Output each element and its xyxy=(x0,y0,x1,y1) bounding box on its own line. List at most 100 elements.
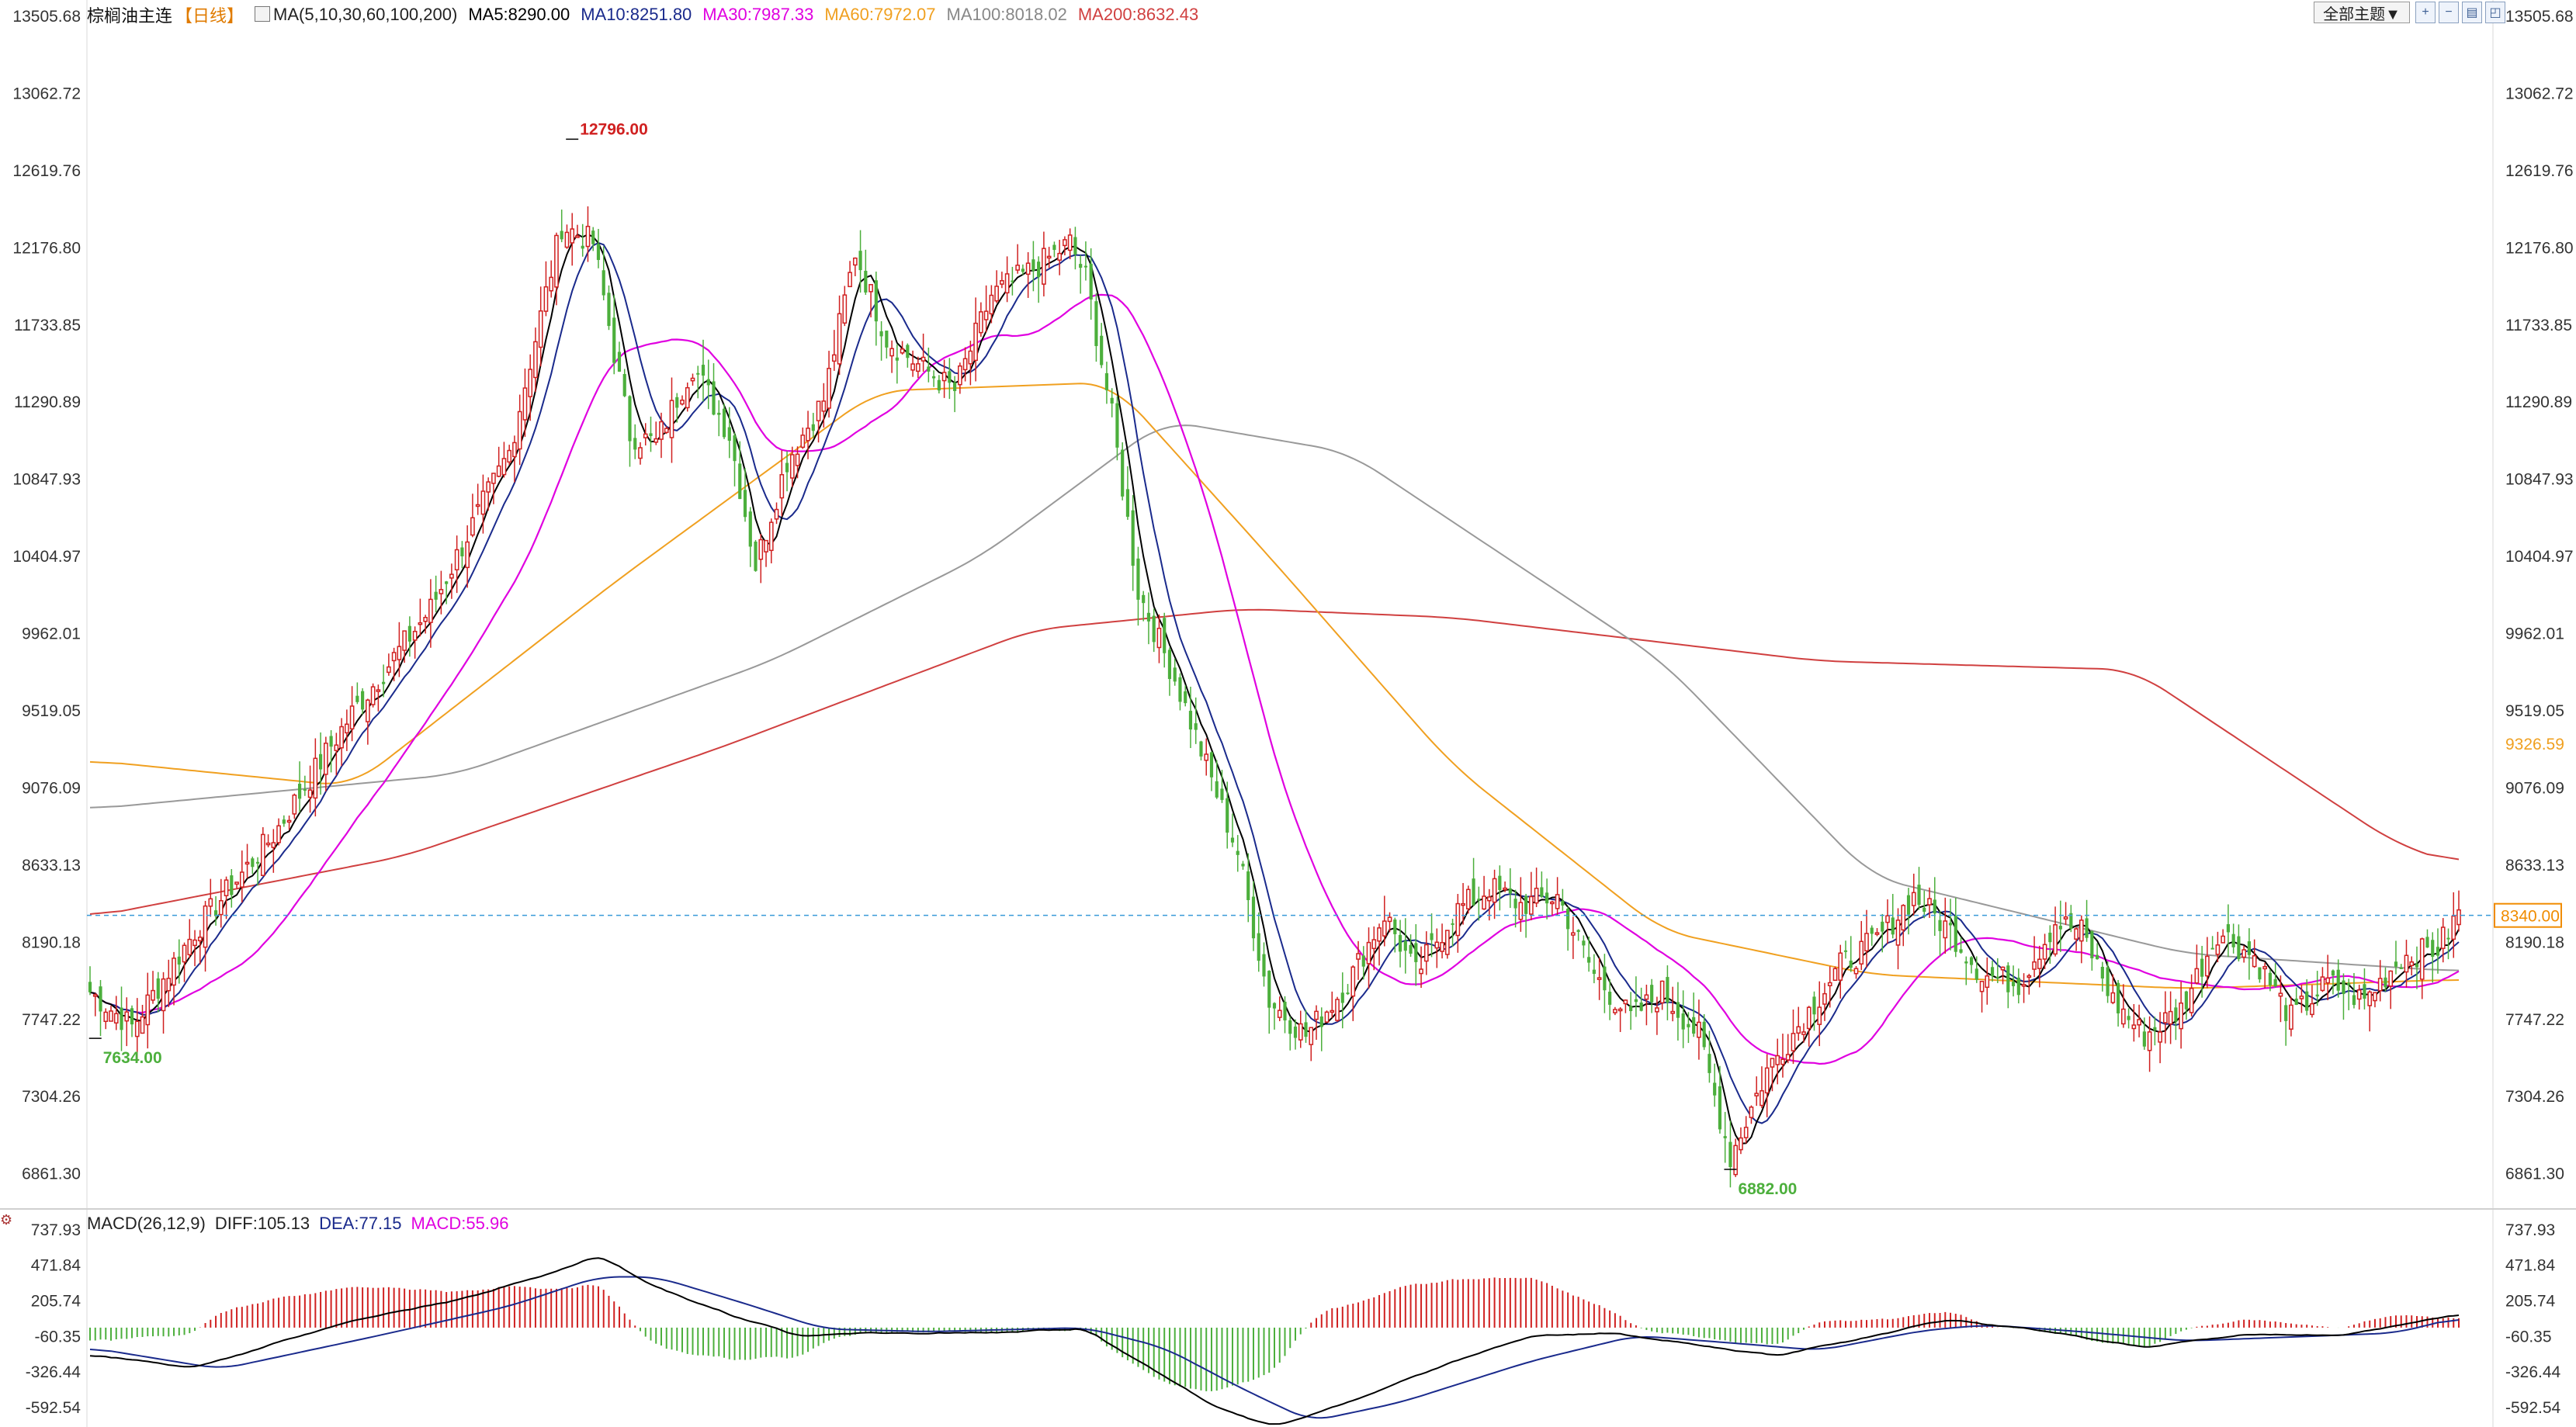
candle-body-down xyxy=(1718,1086,1722,1130)
candle-body-up xyxy=(439,589,444,594)
candle-body-down xyxy=(1843,950,1848,952)
candle-body-up xyxy=(1885,915,1890,923)
ma-settings-icon[interactable] xyxy=(255,6,271,22)
macd-tick-right: -60.35 xyxy=(2505,1328,2552,1346)
candle-body-up xyxy=(334,744,339,751)
macd-tick-right: -326.44 xyxy=(2505,1363,2561,1381)
low-annotation-mid: 6882.00 xyxy=(1738,1180,1797,1198)
candle-body-up xyxy=(1518,902,1524,920)
price-tick-left: 9519.05 xyxy=(22,702,81,720)
candle-body-down xyxy=(2294,998,2298,1005)
candle-body-up xyxy=(2419,938,2425,980)
candle-body-up xyxy=(1874,932,1880,935)
ma30-value: MA30:7987.33 xyxy=(702,5,814,24)
candle-body-down xyxy=(1513,899,1517,909)
candle-body-up xyxy=(543,286,549,312)
candle-body-up xyxy=(1529,895,1534,915)
candle-body-up xyxy=(454,549,459,571)
macd-diff: DIFF:105.13 xyxy=(214,1214,310,1233)
candle-body-up xyxy=(2409,961,2415,967)
candle-body-down xyxy=(727,427,731,441)
candle-body-down xyxy=(628,396,632,442)
candle-body-down xyxy=(1708,1054,1711,1073)
candle-body-up xyxy=(480,490,486,515)
candle-body-up xyxy=(1791,1033,1796,1051)
candle-body-down xyxy=(1713,1082,1717,1096)
candle-body-up xyxy=(234,881,239,885)
macd-tick-left: 471.84 xyxy=(31,1257,81,1275)
candle-body-up xyxy=(2367,991,2373,1006)
candle-body-up xyxy=(324,743,328,775)
candle-body-down xyxy=(2347,982,2351,985)
candle-body-down xyxy=(2096,954,2099,960)
ma-label[interactable]: MA(5,10,30,60,100,200) xyxy=(255,5,457,25)
candle-body-down xyxy=(1173,667,1177,682)
candle-body-down xyxy=(1194,723,1198,730)
candle-body-down xyxy=(649,433,653,436)
candle-body-up xyxy=(2053,924,2058,955)
zoom-in-icon[interactable]: + xyxy=(2415,2,2436,23)
price-tick-left: 12619.76 xyxy=(12,162,81,180)
candle-body-down xyxy=(581,245,584,249)
period-label[interactable]: 【日线】 xyxy=(175,6,244,26)
candle-body-down xyxy=(1959,949,1963,953)
fullscreen-icon[interactable]: ◰ xyxy=(2485,2,2505,23)
candle-body-up xyxy=(774,508,779,520)
candle-body-down xyxy=(1634,999,1638,1003)
settings-gear-icon[interactable]: ⚙ xyxy=(0,1212,13,1228)
candle-body-down xyxy=(2011,982,2016,986)
candle-body-down xyxy=(1230,837,1235,843)
candle-body-down xyxy=(1687,1023,1690,1027)
candle-body-up xyxy=(1817,1006,1822,1025)
candle-body-up xyxy=(475,504,480,507)
candle-body-up xyxy=(528,369,533,397)
candle-body-down xyxy=(2384,977,2387,988)
candle-body-down xyxy=(329,736,333,747)
candle-body-up xyxy=(1659,980,1665,1004)
ma100-value: MA100:8018.02 xyxy=(946,5,1067,24)
candle-body-down xyxy=(1073,237,1077,255)
candle-body-up xyxy=(2451,915,2456,940)
candle-body-up xyxy=(2194,968,2200,984)
candle-body-up xyxy=(1067,234,1073,251)
candle-body-up xyxy=(1617,1008,1623,1012)
candle-body-up xyxy=(1743,1127,1749,1138)
price-tick-right: 9519.05 xyxy=(2505,702,2564,720)
candle-body-up xyxy=(151,989,155,1001)
candle-body-down xyxy=(717,412,721,415)
candle-body-down xyxy=(1629,1006,1633,1012)
candle-body-down xyxy=(2247,941,2252,955)
theme-dropdown-button[interactable]: 全部主题▼ xyxy=(2314,2,2410,23)
candle-body-down xyxy=(1241,864,1245,867)
macd-dea: DEA:77.15 xyxy=(319,1214,402,1233)
layout-icon[interactable]: ▤ xyxy=(2462,2,2482,23)
price-tick-right: 12176.80 xyxy=(2505,239,2574,257)
candle-body-up xyxy=(2158,1031,2162,1043)
candle-body-up xyxy=(1423,944,1429,962)
candle-body-up xyxy=(397,646,402,660)
ma200-value: MA200:8632.43 xyxy=(1077,5,1199,24)
zoom-out-icon[interactable]: − xyxy=(2439,2,2459,23)
candle-body-down xyxy=(617,352,622,372)
candle-body-down xyxy=(2210,947,2214,950)
candle-body-down xyxy=(1969,957,1974,965)
candle-body-down xyxy=(2069,913,2073,929)
price-tick-left: 7304.26 xyxy=(22,1088,81,1106)
price-tick-right: 7747.22 xyxy=(2505,1011,2564,1029)
candle-body-up xyxy=(1827,982,1832,986)
candle-body-down xyxy=(2352,995,2356,1006)
candle-body-down xyxy=(1340,992,1344,1003)
candle-body-up xyxy=(1314,1010,1319,1020)
price-tick-right: 9076.09 xyxy=(2505,779,2564,797)
candle-body-down xyxy=(1236,850,1239,855)
candle-body-up xyxy=(370,686,376,705)
candle-body-up xyxy=(2205,955,2210,977)
candle-body-up xyxy=(423,616,428,622)
candle-body-down xyxy=(1251,896,1256,939)
candle-body-up xyxy=(2032,961,2037,970)
candle-body-down xyxy=(2399,967,2403,969)
candle-body-up xyxy=(2404,954,2409,973)
candle-body-up xyxy=(134,1020,140,1037)
